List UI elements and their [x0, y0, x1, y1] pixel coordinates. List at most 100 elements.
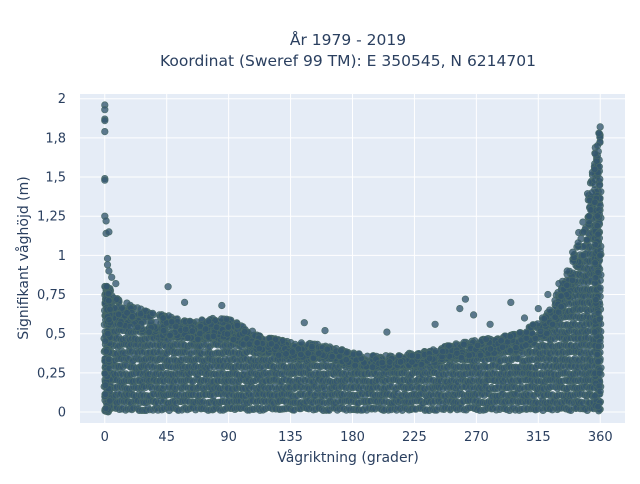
- data-point: [591, 240, 599, 249]
- data-point: [105, 355, 113, 364]
- data-point: [233, 321, 241, 330]
- data-point: [309, 354, 318, 362]
- data-point: [594, 342, 603, 351]
- data-point: [106, 305, 114, 313]
- y-tick-label: 2: [58, 92, 66, 107]
- x-tick-label: 45: [158, 430, 175, 445]
- data-point: [557, 303, 565, 311]
- data-point: [383, 328, 391, 336]
- data-point: [506, 332, 514, 341]
- y-tick-label: 0,25: [37, 366, 66, 381]
- data-point: [531, 334, 539, 343]
- data-point: [134, 323, 142, 331]
- data-point: [137, 310, 145, 318]
- data-point: [101, 381, 109, 389]
- data-point: [461, 295, 470, 303]
- data-point: [297, 339, 306, 347]
- data-point: [102, 347, 110, 355]
- data-point: [563, 267, 571, 275]
- data-point: [145, 328, 153, 336]
- data-point: [113, 295, 121, 303]
- data-point: [315, 349, 323, 357]
- x-tick-label: 180: [340, 430, 365, 445]
- data-point: [386, 358, 394, 366]
- data-point: [194, 335, 202, 344]
- data-point: [123, 309, 131, 317]
- data-point: [101, 370, 109, 378]
- data-point: [555, 280, 563, 288]
- data-point: [267, 340, 276, 348]
- data-point: [593, 212, 602, 220]
- data-point: [103, 282, 111, 291]
- data-point: [522, 334, 530, 342]
- data-point: [536, 327, 545, 335]
- data-point: [166, 331, 174, 340]
- data-point: [470, 311, 478, 319]
- data-point: [103, 261, 112, 269]
- data-point: [557, 292, 565, 300]
- data-point: [591, 150, 599, 158]
- data-point: [104, 290, 112, 298]
- data-point: [417, 360, 426, 369]
- data-point: [445, 342, 453, 350]
- data-point: [101, 128, 109, 136]
- data-point: [101, 106, 109, 114]
- data-point: [114, 310, 123, 319]
- data-point: [104, 330, 112, 338]
- data-point: [213, 323, 221, 331]
- data-point: [522, 328, 531, 336]
- data-point: [351, 361, 359, 370]
- data-point: [497, 337, 505, 345]
- data-point: [224, 323, 232, 331]
- data-point: [465, 351, 473, 360]
- data-point: [512, 344, 520, 352]
- data-point: [202, 325, 210, 333]
- data-point: [102, 217, 110, 225]
- data-point: [368, 363, 377, 371]
- data-point: [591, 198, 599, 206]
- data-point: [112, 280, 120, 288]
- data-point: [529, 321, 537, 329]
- data-point: [149, 309, 157, 318]
- data-point: [579, 251, 588, 259]
- data-point: [507, 298, 515, 307]
- data-point: [275, 351, 283, 359]
- data-point: [591, 392, 599, 400]
- data-point: [223, 315, 231, 323]
- data-point: [323, 345, 331, 353]
- x-tick-label: 270: [464, 430, 489, 445]
- data-point: [181, 298, 189, 307]
- data-point: [218, 301, 226, 310]
- data-point: [282, 350, 290, 358]
- data-point: [105, 228, 113, 236]
- data-point: [209, 332, 218, 340]
- data-points: [100, 101, 605, 416]
- y-tick-label: 0,5: [45, 327, 66, 342]
- data-point: [574, 239, 582, 247]
- data-point: [355, 350, 363, 358]
- data-point: [516, 329, 524, 337]
- data-point: [182, 325, 190, 333]
- data-point: [103, 254, 112, 263]
- data-point: [164, 283, 172, 291]
- data-point: [159, 314, 167, 322]
- data-point: [288, 348, 297, 356]
- data-point: [592, 296, 600, 304]
- data-point: [223, 330, 231, 338]
- data-point: [105, 316, 113, 324]
- y-tick-label: 0: [58, 406, 66, 421]
- data-point: [499, 343, 507, 351]
- data-point: [595, 369, 604, 377]
- data-point: [321, 327, 329, 335]
- data-point: [432, 347, 440, 356]
- data-point: [168, 318, 176, 326]
- data-point: [101, 390, 109, 398]
- data-point: [486, 345, 495, 353]
- data-point: [431, 320, 439, 328]
- data-point: [546, 306, 554, 314]
- data-point: [595, 129, 603, 137]
- data-point: [297, 350, 305, 359]
- x-axis-label: Vågriktning (grader): [277, 449, 419, 466]
- chart-title-line-1: År 1979 - 2019: [290, 30, 406, 49]
